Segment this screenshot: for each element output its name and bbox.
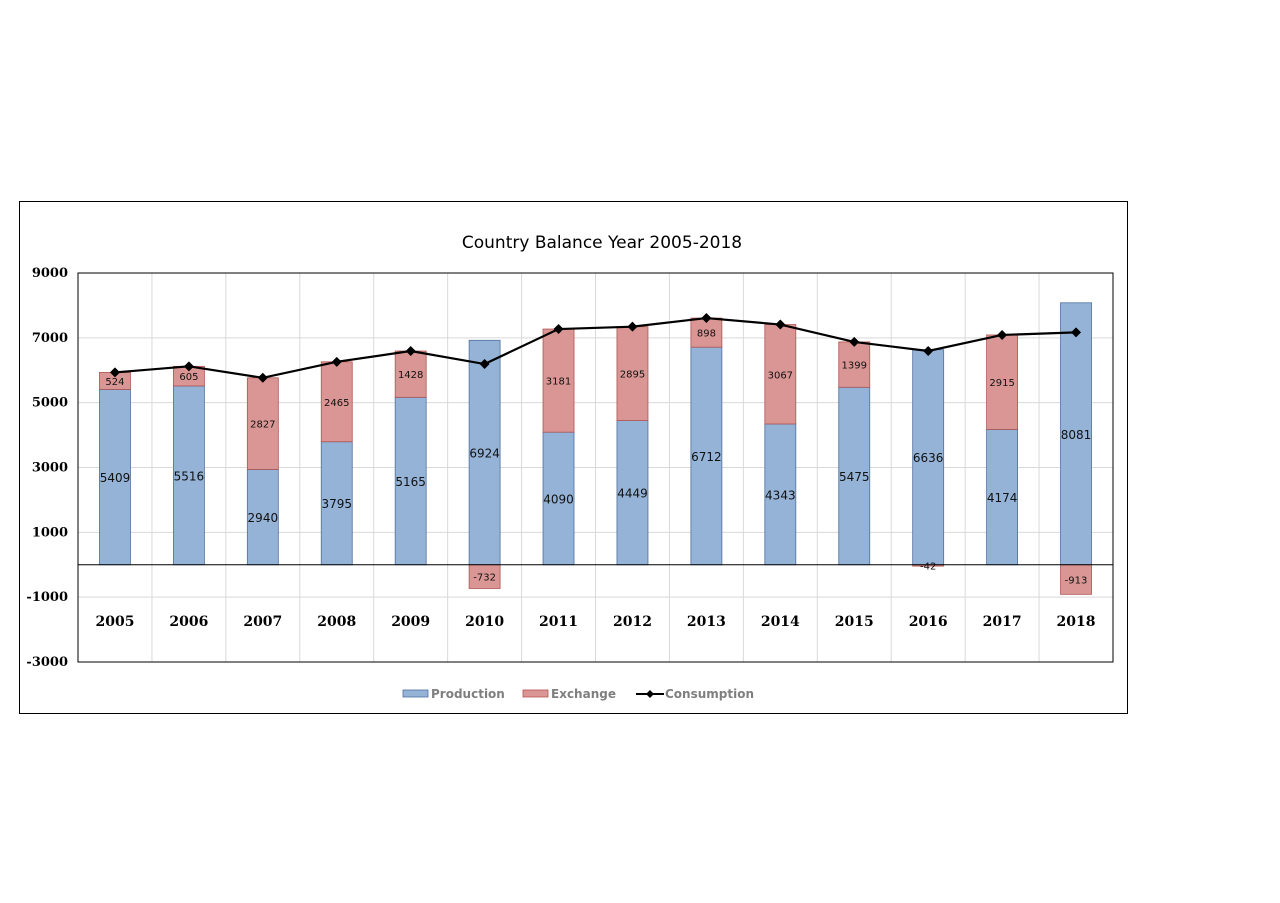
production-data-label: 4449 [617, 487, 648, 501]
bars [99, 302, 1092, 595]
consumption-marker [331, 356, 342, 367]
legend-diamond-icon [646, 690, 654, 698]
production-data-label: 5165 [395, 475, 426, 489]
exchange-data-label: 2827 [250, 420, 275, 431]
exchange-data-label: -913 [1065, 576, 1088, 587]
legend-swatch-production [402, 689, 429, 698]
consumption-marker [775, 319, 786, 330]
consumption-marker [997, 329, 1008, 340]
exchange-data-label: 3067 [768, 370, 793, 381]
production-bar [616, 420, 649, 566]
x-tick-label: 2012 [613, 614, 652, 630]
x-tick-label: 2018 [1057, 614, 1096, 630]
exchange-data-label: 524 [105, 377, 124, 388]
x-tick-label: 2008 [317, 614, 356, 630]
tick-labels: 9000 7000 5000 3000 1000 -1000 -3000 2005 2006 20… [26, 266, 1095, 670]
exchange-bar [542, 328, 575, 433]
consumption-marker [257, 372, 268, 383]
exchange-bar [1060, 564, 1092, 595]
x-tick-label: 2010 [465, 614, 504, 630]
chart-title: Country Balance Year 2005-2018 [462, 233, 742, 253]
consumption-marker [627, 321, 638, 332]
exchange-data-label: 605 [179, 372, 198, 383]
production-bar [468, 339, 501, 566]
plot-area-border [77, 272, 1114, 663]
exchange-data-label: 2895 [620, 370, 645, 381]
exchange-bar [320, 361, 353, 443]
y-tick-label: 9000 [32, 266, 68, 281]
production-bar [764, 423, 797, 566]
production-data-label: 5516 [174, 469, 205, 483]
consumption-line [114, 316, 1077, 379]
legend-label-consumption: Consumption [665, 687, 754, 701]
consumption-marker [849, 336, 860, 347]
production-bar [320, 441, 353, 566]
production-data-label: 5475 [839, 470, 870, 484]
production-bar [838, 386, 871, 566]
exchange-data-label: 1399 [842, 361, 867, 372]
legend-label-production: Production [431, 687, 505, 701]
x-tick-label: 2013 [687, 614, 726, 630]
exchange-data-label: -42 [920, 561, 936, 572]
legend-label-exchange: Exchange [551, 687, 616, 701]
consumption-marker [701, 313, 712, 324]
consumption-marker [553, 324, 564, 335]
legend-swatch-exchange [522, 689, 549, 698]
production-bar [986, 429, 1019, 566]
consumption-marker [183, 361, 194, 372]
production-data-label: 3795 [321, 497, 352, 511]
production-data-label: 6712 [691, 450, 722, 464]
consumption-marker [923, 345, 934, 356]
consumption-marker [405, 346, 416, 357]
x-tick-label: 2005 [95, 614, 134, 630]
x-tick-label: 2007 [243, 614, 282, 630]
legend: Production Exchange Consumption [402, 687, 754, 701]
y-tick-label: -1000 [26, 590, 68, 605]
chart-svg: Country Balance Year 2005-2018 5409 524 55… [26, 233, 1114, 701]
exchange-data-label: 2915 [989, 378, 1014, 389]
exchange-data-label: 898 [697, 329, 716, 340]
x-tick-label: 2014 [761, 614, 800, 630]
production-bar [172, 385, 205, 566]
production-bar [690, 346, 723, 566]
production-data-label: 4343 [765, 488, 796, 502]
grid [78, 272, 1113, 663]
production-data-label: 5409 [100, 471, 131, 485]
production-data-label: 6924 [469, 447, 500, 461]
exchange-data-label: 3181 [546, 377, 571, 388]
y-tick-label: 3000 [32, 461, 68, 476]
y-tick-label: 1000 [32, 525, 68, 540]
x-tick-label: 2009 [391, 614, 430, 630]
production-data-label: 4174 [987, 491, 1018, 505]
exchange-data-label: 1428 [398, 370, 423, 381]
x-tick-label: 2017 [983, 614, 1022, 630]
production-bar [1060, 302, 1092, 566]
x-tick-label: 2006 [169, 614, 208, 630]
consumption-marker [1071, 327, 1082, 338]
y-tick-label: -3000 [26, 655, 68, 670]
y-tick-label: 7000 [32, 331, 68, 346]
exchange-bar [986, 334, 1019, 430]
x-tick-label: 2015 [835, 614, 874, 630]
exchange-data-label: 2465 [324, 398, 349, 409]
x-tick-label: 2016 [909, 614, 948, 630]
axes [77, 272, 1114, 663]
consumption-marker [109, 367, 120, 378]
production-data-label: 4090 [543, 492, 574, 506]
production-data-label: 6636 [913, 451, 944, 465]
x-tick-label: 2011 [539, 614, 578, 630]
chart-frame: Country Balance Year 2005-2018 5409 524 55… [19, 201, 1128, 714]
consumption-line-group [109, 313, 1082, 383]
exchange-data-label: -732 [473, 573, 496, 584]
exchange-bar [616, 326, 649, 421]
production-data-label: 8081 [1061, 428, 1092, 442]
production-bar [99, 389, 131, 566]
data-labels: 5409 524 5516 605 2940 2827 3795 2465 5165 1428 69… [100, 329, 1092, 587]
consumption-marker [479, 359, 490, 370]
exchange-bar [246, 377, 279, 470]
production-bar [542, 431, 575, 566]
y-tick-label: 5000 [32, 396, 68, 411]
production-bar [912, 349, 945, 566]
production-data-label: 2940 [248, 511, 279, 525]
